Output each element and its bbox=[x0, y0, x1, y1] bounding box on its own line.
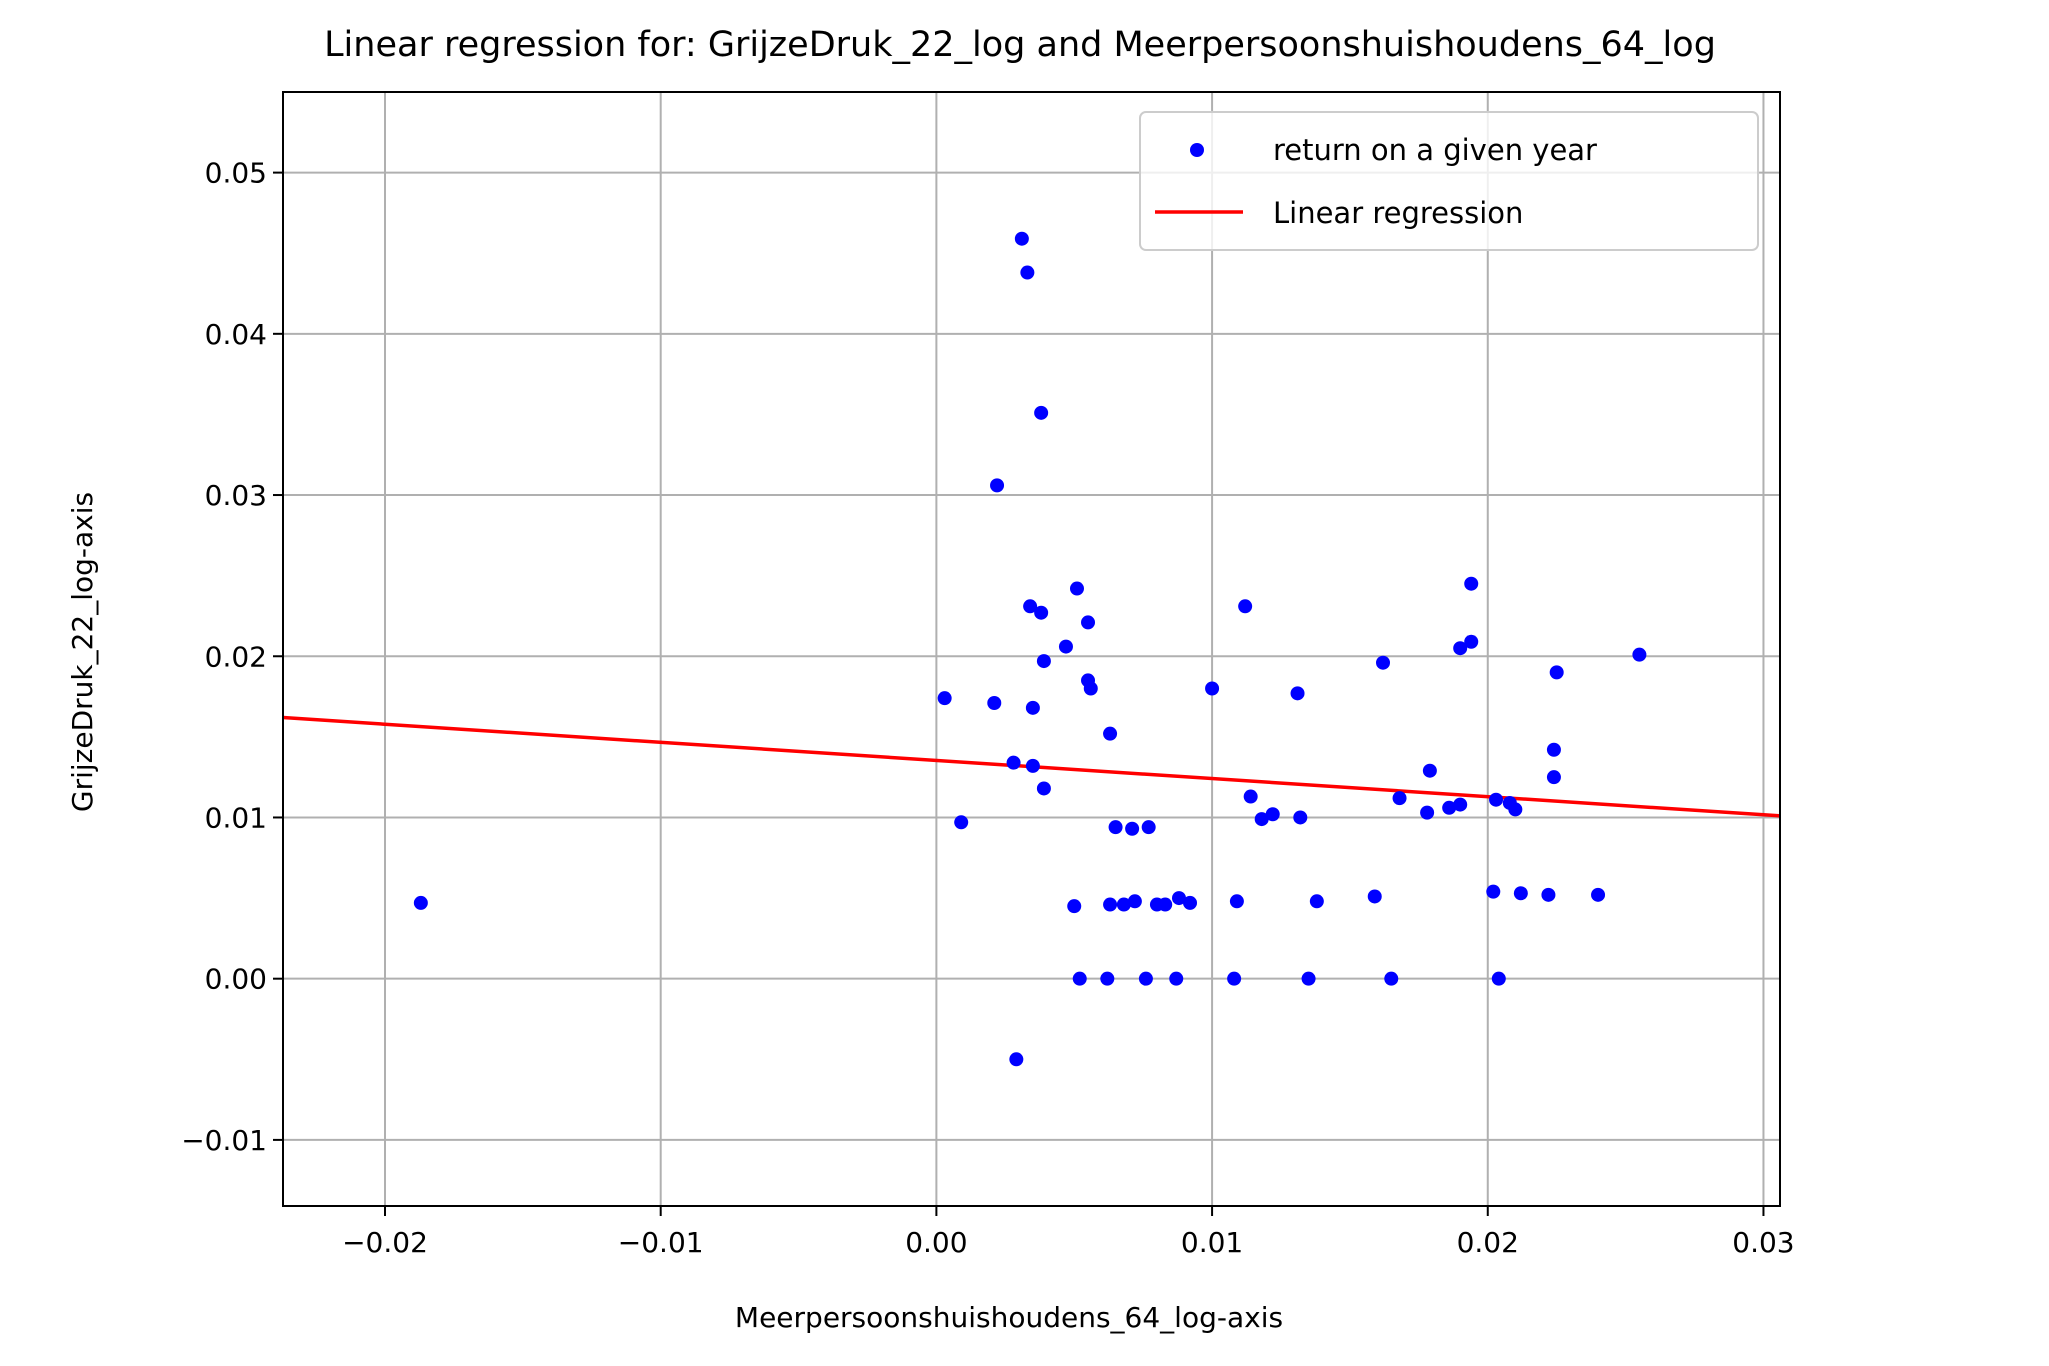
scatter-point bbox=[1453, 641, 1468, 656]
scatter-point bbox=[1392, 791, 1407, 806]
scatter-point bbox=[1265, 807, 1280, 822]
scatter-point bbox=[1290, 686, 1305, 701]
scatter-point bbox=[1632, 647, 1647, 662]
scatter-point bbox=[1238, 599, 1253, 614]
scatter-point bbox=[1020, 265, 1035, 280]
scatter-points bbox=[413, 231, 1647, 1067]
scatter-point bbox=[1541, 887, 1556, 902]
scatter-point bbox=[990, 478, 1005, 493]
scatter-point bbox=[954, 815, 969, 830]
scatter-point bbox=[1422, 763, 1437, 778]
scatter-point bbox=[1513, 886, 1528, 901]
scatter-point bbox=[1108, 820, 1123, 835]
scatter-point bbox=[1420, 805, 1435, 820]
scatter-point bbox=[1486, 884, 1501, 899]
scatter-point bbox=[1508, 802, 1523, 817]
scatter-point bbox=[1138, 971, 1153, 986]
scatter-point bbox=[1442, 800, 1457, 815]
x-tick-label: 0.03 bbox=[1732, 1226, 1794, 1259]
plot-area-frame bbox=[282, 91, 1781, 1207]
scatter-point bbox=[1067, 899, 1082, 914]
scatter-point bbox=[1169, 971, 1184, 986]
scatter-point bbox=[1546, 770, 1561, 785]
scatter-point bbox=[1491, 971, 1506, 986]
scatter-point bbox=[1453, 797, 1468, 812]
scatter-point bbox=[1025, 758, 1040, 773]
scatter-point bbox=[1141, 820, 1156, 835]
scatter-point bbox=[937, 691, 952, 706]
scatter-point bbox=[1034, 405, 1049, 420]
scatter-point bbox=[1083, 681, 1098, 696]
scatter-point bbox=[1036, 654, 1051, 669]
scatter-point bbox=[1116, 897, 1131, 912]
scatter-point bbox=[1227, 971, 1242, 986]
x-tick-label: −0.02 bbox=[342, 1226, 428, 1259]
legend-scatter-marker bbox=[1190, 143, 1204, 157]
x-tick-label: −0.01 bbox=[618, 1226, 704, 1259]
x-tick-label: 0.01 bbox=[1181, 1226, 1243, 1259]
y-tick-label: −0.01 bbox=[181, 1124, 267, 1157]
scatter-point bbox=[1489, 792, 1504, 807]
chart-title: Linear regression for: GrijzeDruk_22_log… bbox=[324, 25, 1716, 65]
scatter-point bbox=[1546, 742, 1561, 757]
scatter-point bbox=[1009, 1052, 1024, 1067]
scatter-point bbox=[1034, 605, 1049, 620]
scatter-point bbox=[1069, 581, 1084, 596]
y-tick-label: 0.04 bbox=[205, 318, 267, 351]
scatter-point bbox=[1254, 812, 1269, 827]
scatter-point bbox=[1103, 726, 1118, 741]
scatter-point bbox=[1205, 681, 1220, 696]
x-tick-label: 0.00 bbox=[905, 1226, 967, 1259]
scatter-point bbox=[413, 895, 428, 910]
scatter-point bbox=[1243, 789, 1258, 804]
scatter-point bbox=[1025, 700, 1040, 715]
y-tick-label: 0.01 bbox=[205, 801, 267, 834]
scatter-point bbox=[1125, 821, 1140, 836]
scatter-point bbox=[1229, 894, 1244, 909]
scatter-point bbox=[1103, 897, 1118, 912]
scatter-point bbox=[1183, 895, 1198, 910]
scatter-point bbox=[1072, 971, 1087, 986]
y-tick-label: 0.05 bbox=[205, 157, 267, 190]
scatter-point bbox=[1023, 599, 1038, 614]
scatter-point bbox=[1376, 655, 1391, 670]
scatter-point bbox=[1293, 810, 1308, 825]
scatter-point bbox=[1301, 971, 1316, 986]
legend-label-scatter: return on a given year bbox=[1273, 133, 1597, 167]
scatter-point bbox=[1127, 894, 1142, 909]
scatter-point bbox=[1158, 897, 1173, 912]
y-tick-label: 0.02 bbox=[205, 640, 267, 673]
axis-ticks: −0.02 −0.01 0.00 0.01 0.02 0.03 −0.01 0.00 0.01 0… bbox=[181, 157, 1794, 1259]
y-axis-label: GrijzeDruk_22_log-axis bbox=[66, 492, 99, 812]
legend-box bbox=[1139, 111, 1759, 251]
scatter-point bbox=[987, 696, 1002, 711]
x-tick-label: 0.02 bbox=[1457, 1226, 1519, 1259]
legend-label-regression: Linear regression bbox=[1273, 196, 1523, 230]
scatter-point bbox=[1384, 971, 1399, 986]
scatter-point bbox=[1464, 634, 1479, 649]
grid bbox=[283, 92, 1780, 1206]
scatter-point bbox=[1081, 615, 1096, 630]
legend: return on a given year Linear regression bbox=[1139, 111, 1759, 251]
scatter-point bbox=[1367, 889, 1382, 904]
scatter-point bbox=[1171, 891, 1186, 906]
scatter-point bbox=[1309, 894, 1324, 909]
y-tick-label: 0.00 bbox=[205, 963, 267, 996]
scatter-point bbox=[1549, 665, 1564, 680]
scatter-point bbox=[1058, 639, 1073, 654]
y-tick-label: 0.03 bbox=[205, 479, 267, 512]
scatter-point bbox=[1014, 231, 1029, 246]
scatter-point bbox=[1036, 781, 1051, 796]
scatter-point bbox=[1006, 755, 1021, 770]
scatter-point bbox=[1591, 887, 1606, 902]
scatter-point bbox=[1100, 971, 1115, 986]
scatter-point bbox=[1464, 576, 1479, 591]
x-axis-label: Meerpersoonshuishoudens_64_log-axis bbox=[735, 1301, 1283, 1334]
